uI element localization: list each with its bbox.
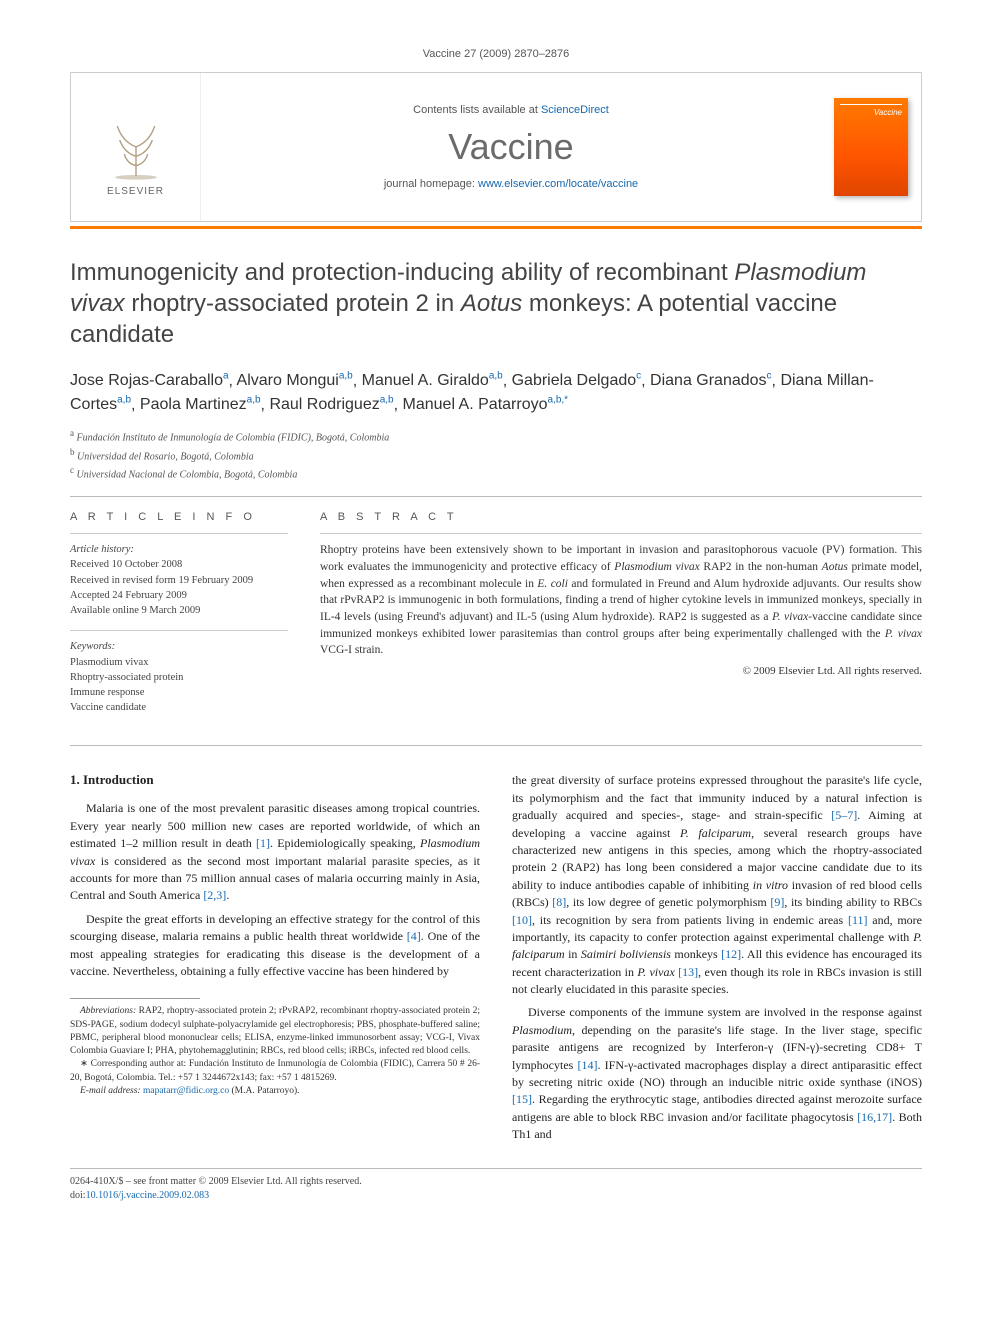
- journal-name: Vaccine: [448, 126, 573, 168]
- keyword: Plasmodium vivax: [70, 655, 288, 670]
- email-footnote: E-mail address: mapatarr@fidic.org.co (M…: [70, 1085, 480, 1098]
- paragraph: Despite the great efforts in developing …: [70, 911, 480, 981]
- history-online: Available online 9 March 2009: [70, 603, 288, 618]
- title-seg-italic: Aotus: [461, 290, 522, 317]
- keyword: Rhoptry-associated protein: [70, 670, 288, 685]
- article-info-label: A R T I C L E I N F O: [70, 511, 288, 523]
- section-heading: 1. Introduction: [70, 772, 480, 788]
- publisher-name: ELSEVIER: [107, 186, 164, 197]
- abstract-text: Rhoptry proteins have been extensively s…: [320, 542, 922, 659]
- paragraph: Malaria is one of the most prevalent par…: [70, 800, 480, 904]
- rule: [70, 1168, 922, 1169]
- ref-link[interactable]: [8]: [552, 895, 566, 909]
- paragraph: the great diversity of surface proteins …: [512, 772, 922, 998]
- email-link[interactable]: mapatarr@fidic.org.co: [143, 1086, 229, 1096]
- title-seg: Immunogenicity and protection-inducing a…: [70, 259, 734, 286]
- ref-link[interactable]: [4]: [407, 929, 421, 943]
- accent-bar: [70, 226, 922, 229]
- publisher-logo-box: ELSEVIER: [71, 73, 201, 221]
- article-history: Article history: Received 10 October 200…: [70, 542, 288, 618]
- author: Gabriela Delgadoc: [512, 372, 642, 389]
- author-list: Jose Rojas-Caraballoa, Alvaro Monguia,b,…: [70, 369, 922, 418]
- author: Manuel A. Patarroyoa,b,*: [403, 396, 569, 413]
- contents-line: Contents lists available at ScienceDirec…: [413, 104, 609, 116]
- abstract-col: A B S T R A C T Rhoptry proteins have be…: [320, 511, 922, 727]
- ref-link[interactable]: [13]: [678, 965, 698, 979]
- masthead: ELSEVIER Contents lists available at Sci…: [70, 72, 922, 222]
- ref-link[interactable]: [10]: [512, 913, 532, 927]
- article-info-col: A R T I C L E I N F O Article history: R…: [70, 511, 288, 727]
- history-accepted: Accepted 24 February 2009: [70, 588, 288, 603]
- elsevier-tree-icon: [101, 112, 171, 182]
- abstract-label: A B S T R A C T: [320, 511, 922, 523]
- rule: [70, 496, 922, 497]
- rule: [70, 745, 922, 746]
- abstract-copyright: © 2009 Elsevier Ltd. All rights reserved…: [320, 665, 922, 677]
- title-seg: rhoptry-associated protein 2 in: [125, 290, 461, 317]
- author: Paola Martineza,b: [140, 396, 261, 413]
- running-head: Vaccine 27 (2009) 2870–2876: [70, 48, 922, 60]
- article-title: Immunogenicity and protection-inducing a…: [70, 257, 922, 351]
- sciencedirect-link[interactable]: ScienceDirect: [541, 104, 609, 116]
- ref-link[interactable]: [12]: [721, 947, 741, 961]
- author: Manuel A. Giraldoa,b: [362, 372, 503, 389]
- affiliation-a: a Fundación Instituto de Inmunología de …: [70, 427, 922, 445]
- body-columns: 1. Introduction Malaria is one of the mo…: [70, 772, 922, 1149]
- keyword: Immune response: [70, 685, 288, 700]
- doi-line: doi:10.1016/j.vaccine.2009.02.083: [70, 1189, 922, 1203]
- info-abstract-row: A R T I C L E I N F O Article history: R…: [70, 511, 922, 727]
- corresponding-author-footnote: ∗ Corresponding author at: Fundación Ins…: [70, 1058, 480, 1085]
- abbreviations-footnote: Abbreviations: RAP2, rhoptry-associated …: [70, 1005, 480, 1058]
- affiliation-b: b Universidad del Rosario, Bogotá, Colom…: [70, 446, 922, 464]
- ref-link[interactable]: [9]: [770, 895, 784, 909]
- ref-link[interactable]: [15]: [512, 1092, 532, 1106]
- journal-homepage-link[interactable]: www.elsevier.com/locate/vaccine: [478, 178, 638, 190]
- rule: [70, 533, 288, 534]
- body-col-left: 1. Introduction Malaria is one of the mo…: [70, 772, 480, 1149]
- author: Raul Rodrigueza,b: [269, 396, 393, 413]
- masthead-center: Contents lists available at ScienceDirec…: [201, 73, 821, 221]
- ref-link[interactable]: [14]: [578, 1058, 598, 1072]
- homepage-prefix: journal homepage:: [384, 178, 478, 190]
- keyword: Vaccine candidate: [70, 700, 288, 715]
- history-hdr: Article history:: [70, 542, 288, 557]
- doi-link[interactable]: 10.1016/j.vaccine.2009.02.083: [86, 1190, 210, 1201]
- author: Diana Granadosc: [650, 372, 772, 389]
- affiliation-c: c Universidad Nacional de Colombia, Bogo…: [70, 464, 922, 482]
- ref-link[interactable]: [2,3]: [203, 888, 226, 902]
- ref-link[interactable]: [1]: [256, 836, 270, 850]
- history-revised: Received in revised form 19 February 200…: [70, 573, 288, 588]
- history-received: Received 10 October 2008: [70, 557, 288, 572]
- paragraph: Diverse components of the immune system …: [512, 1004, 922, 1143]
- journal-cover-thumb: Vaccine: [834, 98, 908, 196]
- rule: [320, 533, 922, 534]
- author: Alvaro Monguia,b: [237, 372, 353, 389]
- masthead-right: Vaccine: [821, 73, 921, 221]
- body-col-right: the great diversity of surface proteins …: [512, 772, 922, 1149]
- ref-link[interactable]: [16,17]: [857, 1110, 892, 1124]
- cover-title: Vaccine: [874, 108, 902, 117]
- ref-link[interactable]: [5–7]: [831, 808, 857, 822]
- contents-prefix: Contents lists available at: [413, 104, 541, 116]
- elsevier-logo: ELSEVIER: [96, 97, 176, 197]
- rule: [70, 630, 288, 631]
- front-matter-line: 0264-410X/$ – see front matter © 2009 El…: [70, 1175, 922, 1189]
- keywords-block: Keywords: Plasmodium vivax Rhoptry-assoc…: [70, 639, 288, 715]
- keywords-hdr: Keywords:: [70, 639, 288, 654]
- author: Jose Rojas-Caraballoa: [70, 372, 229, 389]
- footnote-rule: [70, 998, 200, 999]
- bottom-meta: 0264-410X/$ – see front matter © 2009 El…: [70, 1175, 922, 1203]
- affiliations: a Fundación Instituto de Inmunología de …: [70, 427, 922, 482]
- ref-link[interactable]: [11]: [848, 913, 868, 927]
- homepage-line: journal homepage: www.elsevier.com/locat…: [384, 178, 638, 190]
